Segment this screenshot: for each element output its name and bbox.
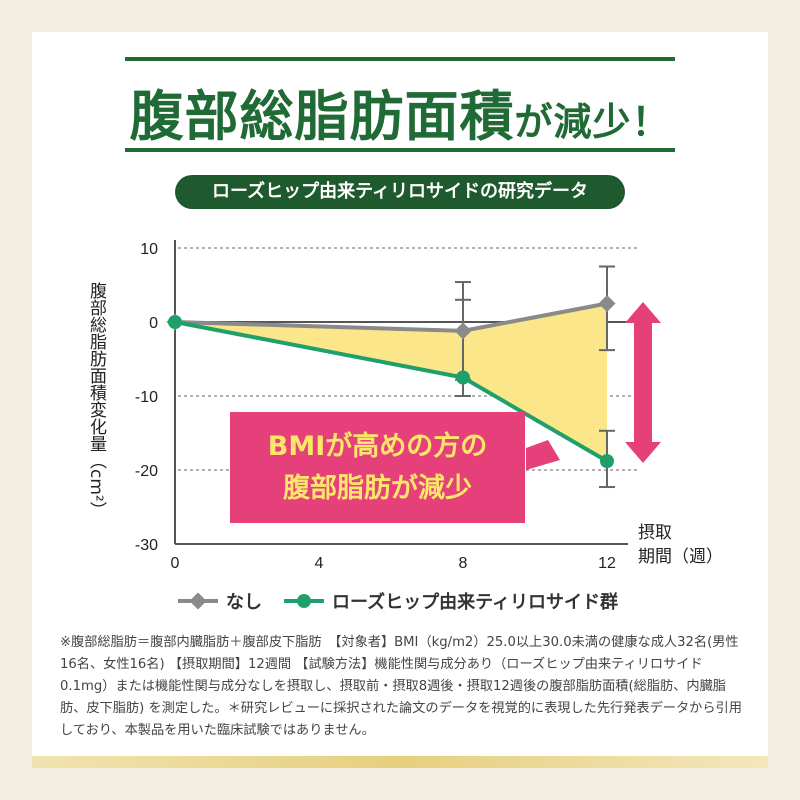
y-axis-label: 腹部総脂肪面積変化量（cm²） (86, 281, 106, 519)
data-point-gray (598, 295, 616, 312)
data-point-green (600, 454, 614, 469)
legend: なし ローズヒップ由来ティリロサイド群 (178, 588, 618, 614)
title-rule-bottom (125, 148, 675, 152)
x-tick-label: 4 (315, 555, 324, 572)
y-tick-label: 0 (149, 315, 158, 332)
callout-line2: 腹部脂肪が減少 (283, 473, 472, 504)
x-tick-label: 12 (598, 555, 616, 572)
callout-box: BMIが高めの方の 腹部脂肪が減少 (230, 412, 525, 523)
y-tick-label: -20 (135, 463, 158, 480)
legend-label-tiliroside: ローズヒップ由来ティリロサイド群 (332, 592, 619, 613)
x-tick-label: 8 (459, 555, 468, 572)
y-tick-label: -30 (135, 537, 158, 554)
double-arrow-icon (625, 302, 661, 463)
x-tick-label: 0 (171, 555, 180, 572)
x-axis-label: 摂取期間（週） (638, 521, 723, 569)
x-label-line1: 摂取 (638, 523, 672, 543)
callout-line1: BMIが高めの方の (267, 431, 488, 462)
title-rule-top (125, 57, 675, 61)
data-point-gray (454, 322, 472, 340)
difference-area (175, 303, 607, 462)
gold-bar (32, 756, 768, 768)
title-main: 腹部総脂肪面積 (129, 85, 515, 148)
legend-label-none: なし (226, 592, 262, 613)
y-tick-label: 10 (140, 241, 158, 258)
legend-green-marker (284, 594, 324, 608)
subtitle-pill: ローズヒップ由来ティリロサイドの研究データ (175, 175, 625, 209)
title-suffix: が減少！ (514, 100, 671, 144)
footnote: ※腹部総脂肪＝腹部内臓脂肪＋腹部皮下脂肪 【対象者】BMI（kg/m2）25.0… (60, 635, 742, 738)
page-title: 腹部総脂肪面積が減少！ (0, 72, 800, 151)
callout-pointer (526, 440, 560, 470)
legend-gray-marker (178, 592, 218, 610)
data-point-green (168, 315, 182, 329)
x-label-line2: 期間（週） (638, 547, 723, 567)
y-tick-label: -10 (135, 389, 158, 406)
data-point-green (456, 370, 470, 385)
